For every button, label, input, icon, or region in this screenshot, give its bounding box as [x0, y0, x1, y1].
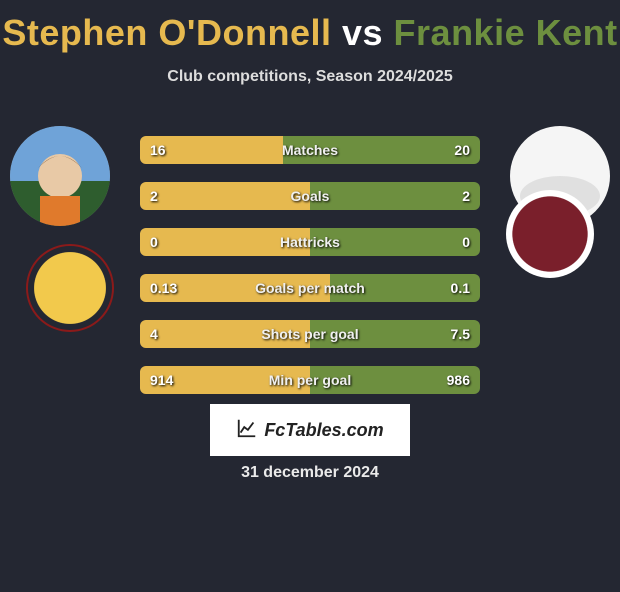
chart-icon [236, 417, 258, 444]
player2-value: 0 [462, 234, 470, 250]
vs-text: vs [342, 12, 383, 53]
player2-bar: 986 [310, 366, 480, 394]
metric-row: 00Hattricks [140, 228, 480, 256]
player1-club-crest [26, 244, 114, 332]
metric-row: 47.5Shots per goal [140, 320, 480, 348]
player1-value: 4 [150, 326, 158, 342]
player2-bar: 20 [283, 136, 480, 164]
branding-box: FcTables.com [210, 404, 410, 456]
player2-value: 986 [447, 372, 470, 388]
player2-value: 0.1 [451, 280, 470, 296]
season-subtitle: Club competitions, Season 2024/2025 [0, 68, 620, 86]
player1-bar: 914 [140, 366, 310, 394]
player1-bar: 16 [140, 136, 283, 164]
comparison-title: Stephen O'Donnell vs Frankie Kent [0, 12, 620, 54]
player2-bar: 0.1 [330, 274, 480, 302]
player1-name: Stephen O'Donnell [2, 12, 331, 53]
player1-value: 914 [150, 372, 173, 388]
player2-bar: 7.5 [310, 320, 480, 348]
comparison-bars: 1620Matches22Goals00Hattricks0.130.1Goal… [140, 136, 480, 412]
snapshot-date: 31 december 2024 [0, 464, 620, 482]
metric-row: 22Goals [140, 182, 480, 210]
metric-row: 0.130.1Goals per match [140, 274, 480, 302]
metric-row: 1620Matches [140, 136, 480, 164]
player1-avatar [10, 126, 110, 226]
player2-value: 7.5 [451, 326, 470, 342]
player2-bar: 2 [310, 182, 480, 210]
player2-value: 2 [462, 188, 470, 204]
player2-bar: 0 [310, 228, 480, 256]
player2-club-crest [506, 190, 594, 278]
player1-bar: 2 [140, 182, 310, 210]
branding-text: FcTables.com [264, 420, 383, 441]
player2-name: Frankie Kent [394, 12, 618, 53]
player1-bar: 0.13 [140, 274, 330, 302]
player1-value: 0.13 [150, 280, 177, 296]
player1-value: 2 [150, 188, 158, 204]
player1-bar: 4 [140, 320, 310, 348]
player1-value: 0 [150, 234, 158, 250]
player2-value: 20 [454, 142, 470, 158]
player1-value: 16 [150, 142, 166, 158]
player1-bar: 0 [140, 228, 310, 256]
metric-row: 914986Min per goal [140, 366, 480, 394]
